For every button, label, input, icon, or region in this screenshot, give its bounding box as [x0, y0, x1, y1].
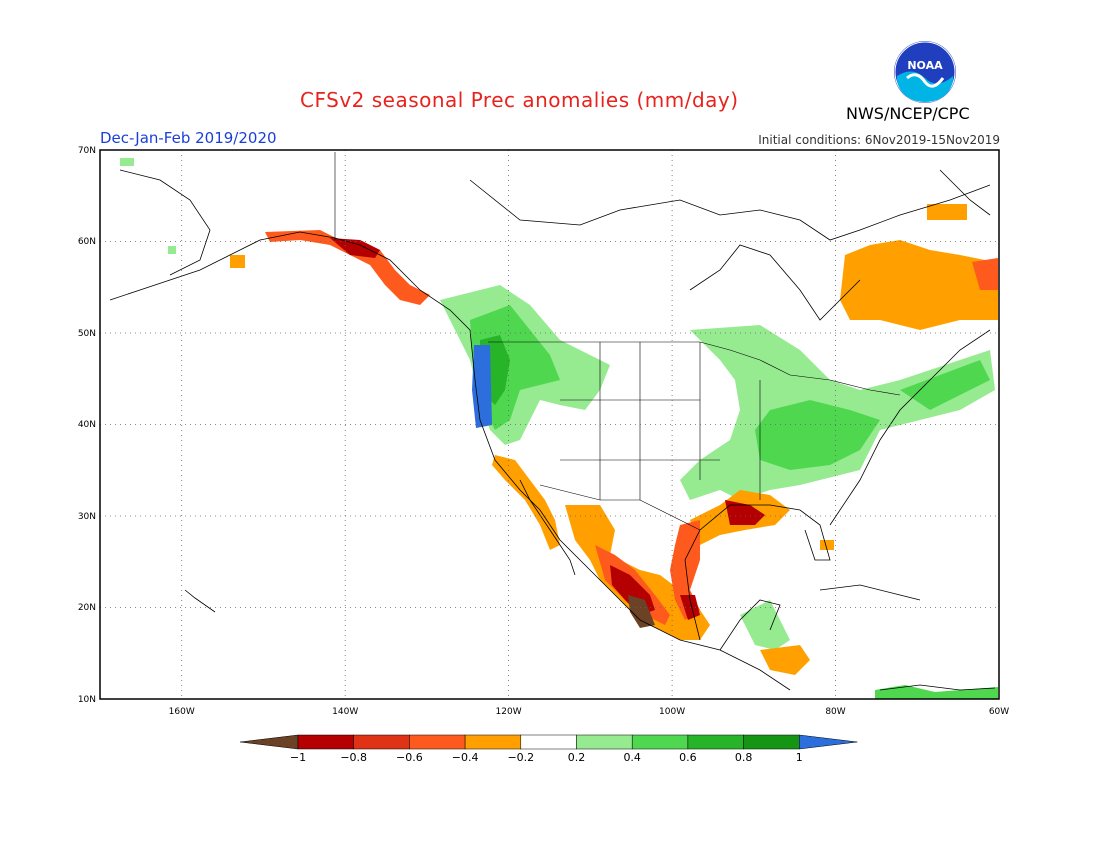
colorbar-label: 0.6 — [679, 751, 697, 764]
dry-anomaly-central-america — [760, 645, 810, 675]
dry-anomaly-alaska-pen — [230, 255, 245, 268]
lat-tick-10n: 10N — [78, 695, 96, 705]
dry-anomaly-jalisco-extreme — [628, 595, 655, 628]
colorbar-bin — [297, 734, 354, 750]
colorbar-label: 0.2 — [568, 751, 586, 764]
lon-tick-120w: 120W — [496, 707, 522, 717]
colorbar-label: −0.4 — [452, 751, 479, 764]
forecast-period: Dec-Jan-Feb 2019/2020 — [100, 129, 277, 147]
colorbar-label: 1 — [796, 751, 803, 764]
lon-ticks: 160W 140W 120W 100W 80W 60W — [169, 707, 1010, 717]
colorbar-bin — [631, 734, 689, 750]
colorbar-arrow-high — [799, 734, 858, 750]
lat-ticks: 70N 60N 50N 40N 30N 20N 10N — [78, 146, 96, 705]
noaa-logo: NOAA — [894, 41, 956, 103]
wet-anomaly-alaska-north — [120, 158, 134, 166]
dry-anomaly-alaska-coast — [265, 230, 430, 305]
colorbar-arrow-low — [239, 734, 299, 750]
agency-label: NWS/NCEP/CPC — [846, 104, 970, 123]
lon-tick-100w: 100W — [659, 707, 685, 717]
wet-anomaly-oregon-coast — [472, 345, 492, 428]
dry-anomaly-baffin — [927, 204, 967, 220]
colorbar-label: −0.8 — [340, 751, 367, 764]
colorbar-bin — [353, 734, 410, 750]
colorbar-label: −1 — [290, 751, 306, 764]
noaa-logo-text: NOAA — [907, 59, 943, 72]
colorbar-bin — [464, 734, 522, 750]
wet-anomaly-new-england — [900, 360, 990, 410]
lat-tick-70n: 70N — [78, 146, 96, 156]
lat-tick-40n: 40N — [78, 420, 96, 430]
colorbar-label: −0.6 — [396, 751, 423, 764]
wet-anomaly-aleutian — [168, 246, 176, 254]
dry-anomaly-alaska-strong — [330, 238, 380, 258]
map-title: CFSv2 seasonal Prec anomalies (mm/day) — [300, 88, 739, 112]
wet-anomaly-central-america — [740, 600, 790, 650]
lon-tick-160w: 160W — [169, 707, 195, 717]
anomaly-shading — [120, 158, 998, 699]
lon-tick-80w: 80W — [825, 707, 845, 717]
map-border — [99, 149, 1000, 700]
colorbar-bin — [576, 734, 633, 750]
dry-anomaly-quebec — [840, 240, 998, 330]
dry-anomaly-labrador-strong — [972, 258, 998, 290]
colorbar-label: 0.4 — [623, 751, 641, 764]
colorbar-bin — [743, 734, 800, 750]
colorbar-bin — [520, 734, 577, 750]
colorbar: −1 −0.8 −0.6 −0.4 −0.2 0.2 0.4 0.6 0.8 1 — [239, 734, 858, 764]
dry-anomaly-florida — [820, 540, 834, 550]
lat-tick-60n: 60N — [78, 237, 96, 247]
lon-tick-140w: 140W — [332, 707, 358, 717]
colorbar-bin — [687, 734, 744, 750]
wet-anomaly-venezuela — [875, 685, 998, 699]
colorbar-label: −0.2 — [507, 751, 534, 764]
colorbar-bin — [409, 734, 466, 750]
political-borders — [334, 152, 901, 531]
initial-conditions: Initial conditions: 6Nov2019-15Nov2019 — [758, 133, 1000, 147]
lat-tick-50n: 50N — [78, 329, 96, 339]
lat-tick-20n: 20N — [78, 603, 96, 613]
dry-anomaly-california — [492, 455, 560, 550]
lat-tick-30n: 30N — [78, 512, 96, 522]
dry-anomaly-mexico-west — [565, 505, 710, 640]
colorbar-label: 0.8 — [735, 751, 753, 764]
wet-anomaly-ohio-valley — [755, 400, 880, 470]
lon-tick-60w: 60W — [989, 707, 1009, 717]
dry-anomaly-louisiana — [725, 500, 765, 525]
coastlines — [109, 169, 996, 691]
